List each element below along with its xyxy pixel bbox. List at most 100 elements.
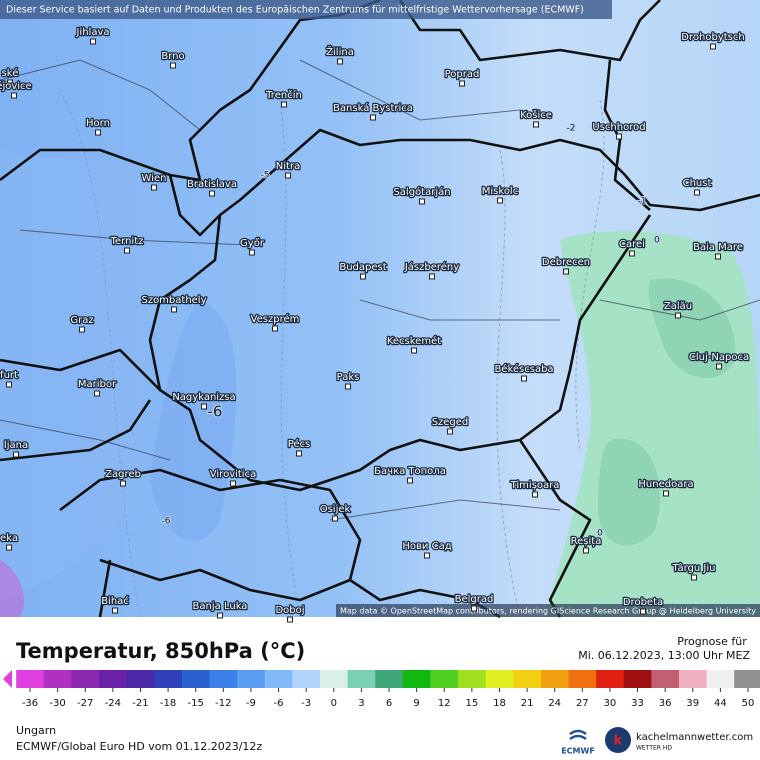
colorbar-end <box>3 670 12 688</box>
city-marker <box>675 312 681 319</box>
city-label: Doboj <box>275 605 304 616</box>
legend: Temperatur, 850hPa (°C) Prognose für Mi.… <box>3 635 760 756</box>
city-label: Timișoara <box>510 480 560 491</box>
contour-label: -6 <box>208 403 223 421</box>
city-label: Horn <box>86 118 110 129</box>
city-label: Banská Bystrica <box>333 102 413 114</box>
colorbar-segment <box>402 670 431 688</box>
city-marker <box>497 197 503 204</box>
city-label: Reșița <box>571 536 602 547</box>
legend-title: Temperatur, 850hPa (°C) <box>16 639 305 663</box>
city-label: Nitra <box>276 161 300 172</box>
city-label: Trenčín <box>265 89 302 101</box>
forecast-label: Prognose für <box>677 635 747 648</box>
city-label: Miskolc <box>482 186 518 197</box>
city-marker <box>407 477 413 484</box>
colorbar-label: 9 <box>413 698 419 709</box>
colorbar-segment <box>485 670 514 688</box>
colorbar-segment <box>237 670 266 688</box>
city-marker <box>533 121 539 128</box>
city-label: Zalău <box>664 301 692 312</box>
city-marker <box>6 381 12 388</box>
kw-logo <box>605 727 631 753</box>
colorbar-label: -3 <box>301 698 311 709</box>
city-marker <box>209 190 215 197</box>
colorbar-segment <box>16 670 49 688</box>
colorbar-label: -30 <box>49 698 65 709</box>
city-label: Nagykanizsa <box>172 392 235 403</box>
colorbar-label: 3 <box>358 698 364 709</box>
city-label: Jászberény <box>404 261 459 273</box>
colorbar-label: 27 <box>576 698 589 709</box>
city-marker <box>201 403 207 410</box>
city-marker <box>616 133 622 140</box>
city-marker <box>94 390 100 397</box>
colorbar-label: -21 <box>132 698 148 709</box>
colorbar-segment <box>209 670 238 688</box>
city-marker <box>151 184 157 191</box>
contour-label: -2 <box>567 124 576 134</box>
city-marker <box>583 547 589 554</box>
city-label: Drohobytsch <box>681 32 744 43</box>
colorbar-segment <box>154 670 183 688</box>
city-label: Bihać <box>101 595 129 607</box>
contour-label: 0 <box>597 529 603 539</box>
city-label: furt <box>0 370 18 381</box>
colorbar-segment <box>706 670 735 688</box>
city-label: Debrecen <box>542 257 590 268</box>
kw-sub: WETTER HD <box>636 745 672 752</box>
colorbar-label: -18 <box>160 698 176 709</box>
city-label: Wien <box>142 173 167 184</box>
kw-site: kachelmannwetter.com <box>636 732 753 743</box>
colorbar-segment <box>99 670 128 688</box>
colorbar-label: 12 <box>438 698 451 709</box>
city-marker <box>90 38 96 45</box>
colorbar-label: 15 <box>465 698 478 709</box>
city-marker <box>691 574 697 581</box>
city-label: Baia Mare <box>693 242 743 253</box>
city-marker <box>79 326 85 333</box>
city-marker <box>337 58 343 65</box>
colorbar-label: -6 <box>274 698 284 709</box>
city-marker <box>710 43 716 50</box>
colorbar-segment <box>347 670 376 688</box>
city-marker <box>272 325 278 332</box>
city-label: Žilina <box>326 45 354 58</box>
contour-label: -5 <box>261 171 270 181</box>
contour-label: 0 <box>654 236 660 246</box>
colorbar-segment <box>734 670 760 688</box>
city-label: Veszprém <box>251 313 300 325</box>
model-run: ECMWF/Global Euro HD vom 01.12.2023/12z <box>16 740 262 753</box>
city-label: Târgu Jiu <box>672 562 716 574</box>
city-marker <box>429 273 435 280</box>
city-label: Бачка Топола <box>374 466 446 477</box>
city-marker <box>640 608 646 615</box>
city-label: Zagreb <box>105 469 141 480</box>
city-marker <box>287 616 293 623</box>
map: Dieser Service basiert auf Daten und Pro… <box>0 0 760 623</box>
colorbar-segment <box>540 670 569 688</box>
colorbar-segment <box>430 670 459 688</box>
city-marker <box>459 80 465 87</box>
city-label: Békéscsaba <box>494 363 553 375</box>
city-marker <box>281 101 287 108</box>
city-marker <box>521 375 527 382</box>
city-label: Szeged <box>432 417 469 428</box>
city-marker <box>663 490 669 497</box>
colorbar: -36 -30 -27 -24 -21 -18 -15 -12 -9 -6 -3 0 3 6 9 12 15 18… <box>3 670 760 709</box>
contour-label: -1 <box>638 197 647 207</box>
city-marker <box>419 198 425 205</box>
colorbar-segment <box>71 670 100 688</box>
city-label: Drobeta <box>623 597 663 608</box>
colorbar-segment <box>678 670 708 688</box>
city-marker <box>471 605 477 612</box>
colorbar-label: 21 <box>521 698 534 709</box>
colorbar-label: -15 <box>188 698 204 709</box>
colorbar-label: 33 <box>631 698 644 709</box>
contour-labels: -2 -1 0 -5 -6 -6 0 <box>161 123 662 540</box>
city-label: Győr <box>240 237 265 249</box>
colorbar-segment <box>623 670 652 688</box>
city-label: Brno <box>161 51 184 62</box>
city-marker <box>124 247 130 254</box>
ecmwf-text: ECMWF <box>561 747 595 756</box>
